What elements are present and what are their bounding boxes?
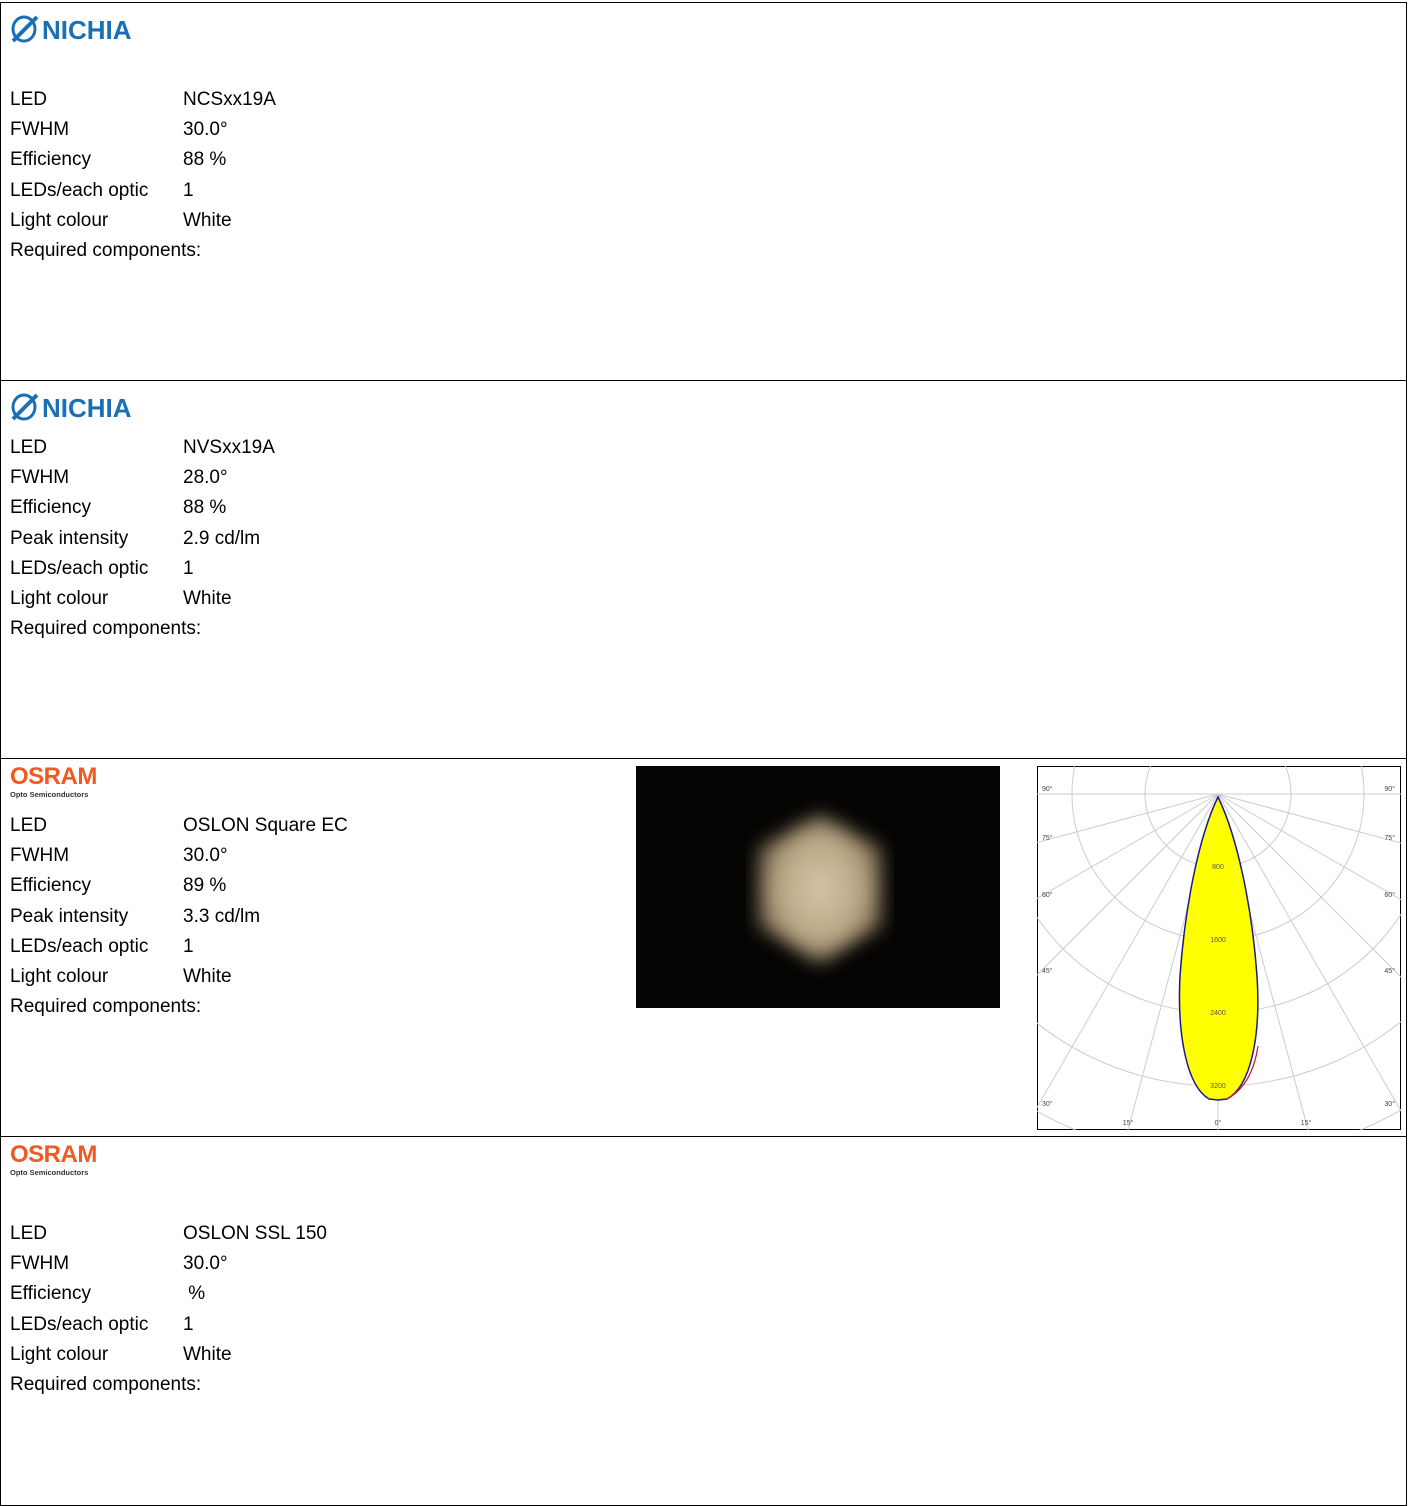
row-value: White	[183, 1343, 232, 1365]
logo-icon	[11, 15, 39, 43]
row-label: Required components:	[10, 618, 202, 640]
row-label: LEDs/each optic	[10, 557, 149, 579]
angle-label: 75°	[1384, 834, 1395, 842]
row-label: Efficiency	[10, 497, 91, 519]
angle-label: 90°	[1042, 785, 1053, 793]
angle-label: 60°	[1384, 891, 1395, 899]
row-label: LEDs/each optic	[10, 1313, 149, 1335]
logo-icon	[11, 393, 39, 421]
section	[0, 2, 1407, 381]
row-value: White	[183, 966, 232, 987]
angle-label: 90°	[1384, 785, 1395, 793]
row-value: 30.0°	[183, 119, 228, 141]
row-value: OSLON Square EC	[183, 815, 348, 836]
intensity-label: 1600	[1210, 937, 1226, 944]
row-label: LED	[10, 89, 47, 110]
brand-logo: NICHIA	[11, 393, 132, 422]
row-value: 30.0°	[183, 1253, 228, 1275]
polar-radial	[1217, 793, 1401, 844]
row-value: 88 %	[183, 497, 227, 519]
angle-label: 45°	[1042, 967, 1053, 975]
polar-radial	[1037, 793, 1219, 976]
polar-radial	[1217, 793, 1401, 1112]
row-value: 1	[183, 1313, 194, 1335]
polar-diagram: 90° 90° 75° 75° 60° 60° 45° 45° 30° 30° 15° 0° 15° 80…	[1037, 766, 1401, 1130]
row-label: Required components:	[10, 240, 202, 261]
angle-label: 45°	[1384, 967, 1395, 975]
row-label: FWHM	[10, 119, 70, 141]
brand-name: NICHIA	[42, 393, 132, 422]
row-value: White	[183, 209, 232, 231]
row-label: LED	[10, 437, 47, 458]
angle-label: 30°	[1384, 1100, 1395, 1108]
row-label: LED	[10, 815, 47, 836]
intensity-label: 800	[1212, 864, 1224, 871]
brand-logo: NICHIA	[11, 15, 132, 44]
polar-radial	[1217, 793, 1401, 978]
row-label: LEDs/each optic	[10, 935, 149, 957]
row-label: Efficiency	[10, 149, 91, 171]
polar-radial	[1037, 793, 1219, 844]
beam-image	[636, 766, 1000, 1008]
polar-radial	[1037, 793, 1219, 900]
row-label: FWHM	[10, 1253, 70, 1275]
row-label: Required components:	[10, 996, 202, 1018]
row-value: 89 %	[183, 875, 227, 897]
section	[0, 1136, 1407, 1506]
row-label: Efficiency	[10, 875, 91, 897]
angle-label: 15°	[1301, 1119, 1312, 1127]
angle-label: 75°	[1042, 834, 1053, 842]
brand-subtitle: Opto Semiconductors	[10, 1168, 89, 1177]
logo-icon	[11, 393, 37, 421]
row-label: Peak intensity	[10, 527, 129, 549]
row-label: Light colour	[10, 209, 109, 231]
row-value: 1	[183, 935, 194, 957]
row-label: FWHM	[10, 845, 70, 867]
row-label: Light colour	[10, 588, 109, 609]
angle-label: 30°	[1042, 1100, 1053, 1108]
row-value: 2.9 cd/lm	[183, 527, 261, 549]
brand-subtitle: Opto Semiconductors	[10, 790, 89, 799]
row-value: NVSxx19A	[183, 437, 275, 458]
row-value: NCSxx19A	[183, 89, 276, 110]
brand-name: NICHIA	[42, 15, 132, 44]
row-value: 28.0°	[183, 467, 228, 489]
row-value: 88 %	[183, 149, 227, 171]
angle-label: 15°	[1123, 1119, 1134, 1127]
row-label: LED	[10, 1223, 47, 1244]
row-value: %	[183, 1283, 206, 1305]
row-value: 3.3 cd/lm	[183, 905, 261, 927]
brand-name: OSRAM	[10, 1141, 97, 1168]
row-label: LEDs/each optic	[10, 179, 149, 201]
logo-icon	[11, 15, 37, 43]
row-label: Light colour	[10, 966, 109, 987]
brand-name: OSRAM	[10, 763, 97, 790]
angle-label: 0°	[1215, 1119, 1222, 1127]
intensity-label: 2400	[1210, 1010, 1226, 1017]
row-label: Light colour	[10, 1343, 109, 1365]
row-label: Peak intensity	[10, 905, 129, 927]
row-value: 1	[183, 557, 194, 579]
row-label: Required components:	[10, 1374, 202, 1395]
row-label: Efficiency	[10, 1283, 91, 1305]
intensity-label: 3200	[1210, 1083, 1226, 1090]
row-value: White	[183, 588, 232, 609]
row-value: 30.0°	[183, 845, 228, 867]
row-label: FWHM	[10, 467, 70, 489]
row-value: OSLON SSL 150	[183, 1223, 327, 1244]
polar-radial	[1217, 793, 1401, 901]
row-value: 1	[183, 179, 194, 201]
angle-label: 60°	[1042, 891, 1053, 899]
polar-radial	[1037, 793, 1219, 1109]
